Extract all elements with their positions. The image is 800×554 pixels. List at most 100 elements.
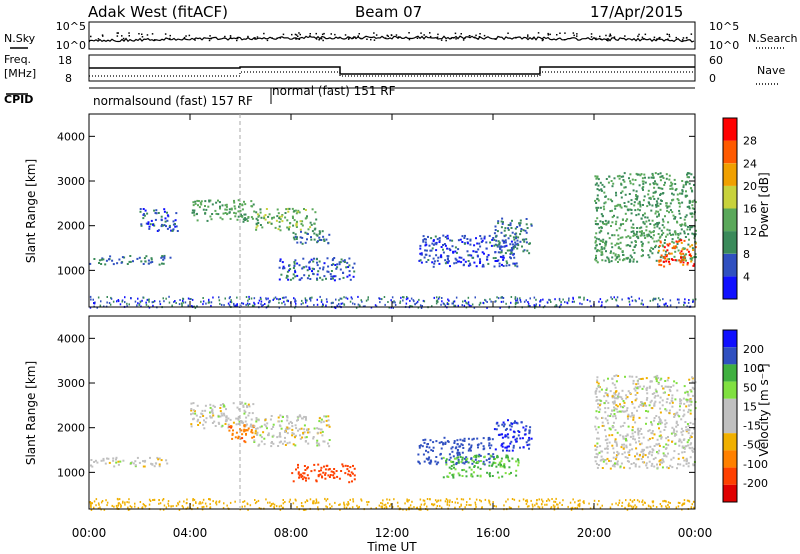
data-cell: [437, 256, 440, 259]
data-cell: [631, 414, 634, 417]
data-cell: [684, 391, 687, 394]
data-cell: [158, 465, 161, 468]
data-cell: [471, 462, 474, 465]
data-cell: [381, 502, 384, 505]
data-cell: [288, 500, 291, 503]
data-cell: [524, 428, 527, 431]
data-cell: [483, 237, 486, 240]
data-cell: [327, 242, 330, 245]
data-cell: [239, 402, 242, 405]
data-cell: [508, 249, 511, 252]
data-cell: [630, 219, 633, 222]
data-cell: [141, 506, 144, 509]
data-cell: [103, 508, 106, 511]
data-cell: [416, 300, 419, 303]
data-cell: [528, 436, 531, 439]
data-cell: [296, 274, 299, 277]
data-cell: [233, 304, 236, 307]
colorbar-tick-label: 200: [743, 343, 764, 356]
data-cell: [486, 255, 489, 258]
data-cell: [340, 297, 343, 300]
data-cell: [386, 498, 388, 501]
data-cell: [627, 200, 630, 203]
data-cell: [594, 199, 597, 202]
data-cell: [583, 298, 585, 301]
data-cell: [603, 185, 606, 188]
data-cell: [451, 239, 454, 242]
nsearch-point: [547, 32, 549, 35]
data-cell: [204, 404, 207, 407]
data-cell: [486, 471, 489, 474]
data-cell: [294, 271, 297, 274]
nsearch-point: [315, 32, 317, 35]
data-cell: [200, 200, 203, 203]
data-cell: [165, 506, 168, 509]
data-cell: [497, 476, 500, 479]
data-cell: [147, 262, 150, 265]
data-cell: [667, 221, 670, 224]
data-cell: [468, 466, 471, 469]
data-cell: [630, 256, 633, 259]
data-cell: [157, 458, 160, 461]
data-cell: [443, 436, 446, 439]
data-cell: [688, 429, 691, 432]
data-cell: [657, 186, 660, 189]
data-cell: [439, 505, 441, 508]
data-cell: [692, 298, 694, 301]
data-cell: [626, 508, 629, 511]
data-cell: [686, 228, 689, 231]
data-cell: [572, 296, 574, 299]
data-cell: [631, 375, 634, 378]
data-cell: [656, 225, 659, 228]
data-cell: [601, 215, 604, 218]
data-cell: [668, 205, 671, 208]
data-cell: [479, 454, 482, 457]
data-cell: [626, 208, 629, 211]
data-cell: [659, 459, 662, 462]
data-cell: [667, 452, 669, 455]
data-cell: [598, 231, 601, 234]
data-cell: [309, 278, 312, 280]
data-cell: [504, 239, 507, 242]
data-cell: [157, 229, 160, 232]
data-cell: [650, 399, 653, 402]
data-cell: [108, 302, 111, 304]
nsearch-point: [590, 36, 593, 38]
data-cell: [542, 500, 544, 503]
data-cell: [302, 472, 305, 475]
data-cell: [144, 505, 147, 508]
data-cell: [602, 424, 605, 427]
data-cell: [683, 256, 686, 259]
data-cell: [222, 404, 225, 407]
data-cell: [682, 464, 685, 467]
data-cell: [614, 429, 617, 431]
data-cell: [670, 184, 673, 187]
data-cell: [627, 504, 630, 507]
data-cell: [686, 400, 689, 403]
data-cell: [631, 178, 634, 181]
data-cell: [255, 222, 258, 225]
data-cell: [691, 386, 694, 389]
data-cell: [598, 243, 601, 246]
data-cell: [602, 238, 605, 241]
data-cell: [449, 249, 452, 252]
data-cell: [634, 455, 636, 458]
data-cell: [243, 213, 246, 216]
data-cell: [292, 231, 295, 234]
data-cell: [525, 238, 528, 241]
data-cell: [208, 498, 210, 501]
data-cell: [355, 306, 358, 309]
data-cell: [604, 195, 607, 198]
data-cell: [289, 278, 292, 281]
data-cell: [635, 214, 638, 217]
data-cell: [126, 263, 129, 265]
data-cell: [293, 209, 296, 212]
nsearch-point: [613, 36, 616, 38]
data-cell: [488, 472, 491, 475]
data-cell: [436, 238, 439, 241]
data-cell: [656, 438, 659, 441]
data-cell: [626, 257, 629, 260]
data-cell: [570, 508, 573, 511]
data-cell: [343, 503, 345, 506]
data-cell: [399, 302, 401, 304]
